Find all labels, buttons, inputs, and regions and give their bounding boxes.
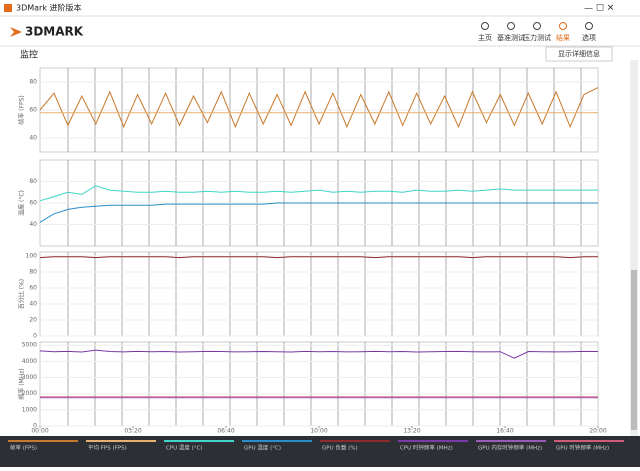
logo: 3DMARK: [25, 25, 84, 39]
x-tick-label: 10:00: [310, 428, 327, 435]
series-line: [39, 87, 599, 129]
legend-swatch: [320, 440, 390, 442]
legend-swatch: [242, 440, 312, 442]
y-tick-label: 40: [29, 221, 37, 228]
details-button-label[interactable]: 显示详细信息: [558, 49, 600, 58]
nav-icon[interactable]: [481, 22, 489, 30]
y-tick-label: 40: [29, 135, 37, 142]
y-tick-label: 2000: [22, 390, 37, 397]
nav-icon[interactable]: [585, 22, 593, 30]
nav-item[interactable]: 主页: [478, 33, 492, 42]
legend-swatch: [86, 440, 156, 442]
plot-area: [39, 251, 599, 337]
y-tick-label: 4000: [22, 358, 37, 365]
legend-swatch: [164, 440, 234, 442]
nav-item[interactable]: 选项: [582, 33, 596, 42]
x-tick-label: 20:00: [589, 428, 606, 435]
x-tick-label: 06:40: [217, 428, 234, 435]
legend-swatch: [476, 440, 546, 442]
legend-label: GPU 内存时钟频率 (MHz): [478, 444, 542, 452]
legend-label: CPU 时钟频率 (MHz): [400, 444, 453, 452]
y-tick-label: 80: [29, 79, 37, 86]
y-tick-label: 100: [26, 253, 38, 260]
series-line: [39, 202, 598, 223]
legend-label: 平均 FPS (FPS): [88, 444, 127, 452]
y-tick-label: 3000: [22, 374, 37, 381]
y-tick-label: 0: [33, 333, 37, 340]
y-tick-label: 80: [29, 178, 37, 185]
legend-swatch: [398, 440, 468, 442]
y-axis-label: 频率 (MHz): [18, 368, 26, 399]
legend-label: GPU 时钟频率 (MHz): [556, 444, 609, 452]
y-tick-label: 60: [29, 107, 37, 114]
y-tick-label: 40: [29, 301, 37, 308]
section-title: 监控: [20, 49, 38, 61]
legend-label: GPU 负载 (%): [322, 444, 358, 452]
x-tick-label: 13:20: [403, 428, 420, 435]
y-tick-label: 60: [29, 285, 37, 292]
nav-item[interactable]: 压力测试: [523, 33, 551, 42]
plot-area: [39, 341, 599, 427]
nav-icon[interactable]: [533, 22, 541, 30]
y-tick-label: 60: [29, 200, 37, 207]
y-tick-label: 5000: [22, 342, 37, 349]
nav-item[interactable]: 结果: [556, 33, 570, 42]
details-button[interactable]: [545, 46, 613, 62]
x-tick-label: 16:40: [496, 428, 513, 435]
series-line: [39, 256, 598, 259]
legend-label: CPU 温度 (°C): [166, 444, 203, 452]
nav-icon[interactable]: [507, 22, 515, 30]
legend-label: GPU 温度 (°C): [244, 444, 281, 452]
scroll-thumb[interactable]: [631, 270, 637, 430]
window-controls[interactable]: — ☐ ✕: [584, 4, 614, 14]
title-bar: [0, 0, 640, 16]
window-title: 3DMark 进阶版本: [16, 3, 82, 13]
legend-swatch: [8, 440, 78, 442]
legend-label: 帧率 (FPS): [10, 444, 37, 452]
y-tick-label: 80: [29, 269, 37, 276]
nav-item[interactable]: 基准测试: [497, 33, 525, 42]
y-axis-label: 百分比 (%): [18, 279, 26, 309]
y-tick-label: 20: [29, 317, 37, 324]
legend-swatch: [554, 440, 624, 442]
series-line: [39, 185, 598, 202]
logo-mark: [10, 27, 22, 37]
x-tick-label: 03:20: [124, 428, 141, 435]
y-tick-label: 0: [33, 423, 37, 430]
scrollbar[interactable]: [630, 60, 638, 440]
y-axis-label: 帧率 (FPS): [18, 95, 26, 124]
y-axis-label: 温度 (°C): [18, 190, 26, 216]
x-tick-label: 00:00: [31, 428, 48, 435]
app-icon: [4, 4, 12, 12]
nav-icon[interactable]: [559, 22, 567, 30]
series-line: [39, 349, 599, 359]
y-tick-label: 1000: [22, 406, 37, 413]
